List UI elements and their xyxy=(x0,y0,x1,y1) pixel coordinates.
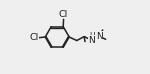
Text: Cl: Cl xyxy=(29,33,38,42)
Text: N: N xyxy=(96,32,102,41)
Text: H: H xyxy=(89,32,95,41)
Text: Cl: Cl xyxy=(59,10,68,19)
Text: N: N xyxy=(88,36,95,45)
